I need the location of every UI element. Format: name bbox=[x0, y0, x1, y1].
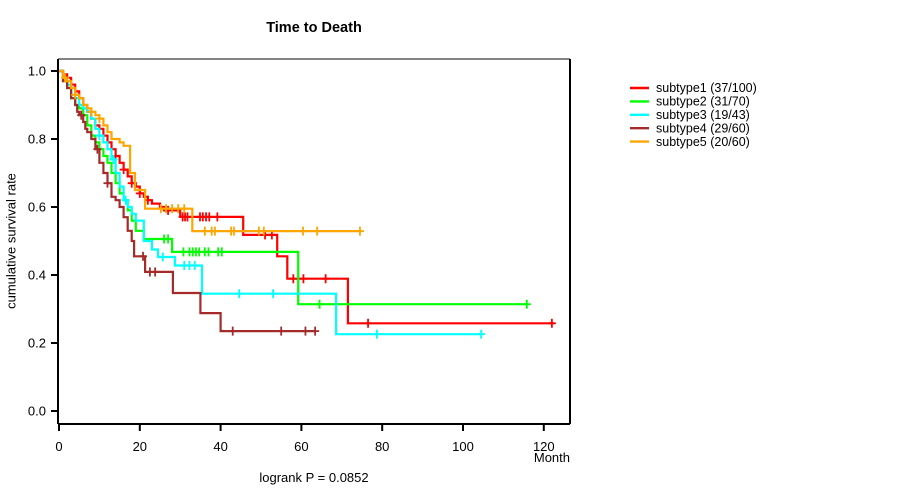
legend-label-subtype1: subtype1 (37/100) bbox=[656, 81, 757, 95]
curve-subtype1 bbox=[59, 69, 554, 325]
x-tick-label: 60 bbox=[294, 439, 308, 454]
x-tick-label: 120 bbox=[533, 439, 555, 454]
legend-label-subtype3: subtype3 (19/43) bbox=[656, 108, 750, 122]
y-tick-label: 0.4 bbox=[28, 268, 46, 283]
x-tick-label: 100 bbox=[452, 439, 474, 454]
y-tick-label: 1.0 bbox=[28, 64, 46, 79]
x-tick-label: 20 bbox=[133, 439, 147, 454]
logrank-p-value: logrank P = 0.0852 bbox=[259, 470, 369, 485]
curve-subtype4 bbox=[59, 69, 316, 333]
y-tick-label: 0.6 bbox=[28, 200, 46, 215]
curve-subtype2 bbox=[59, 69, 528, 306]
x-tick-label: 0 bbox=[55, 439, 62, 454]
y-axis-label: cumulative survival rate bbox=[3, 173, 19, 309]
x-axis-label: Month bbox=[533, 450, 570, 465]
legend-label-subtype2: subtype2 (31/70) bbox=[656, 95, 750, 109]
x-tick-label: 40 bbox=[213, 439, 227, 454]
curve-subtype3 bbox=[59, 69, 484, 336]
y-tick-label: 0.2 bbox=[28, 336, 46, 351]
plot-title: Time to Death bbox=[266, 20, 362, 36]
y-tick-label: 0.8 bbox=[28, 132, 46, 147]
y-tick-label: 0.0 bbox=[28, 404, 46, 419]
legend-label-subtype4: subtype4 (29/60) bbox=[656, 121, 750, 135]
legend-label-subtype5: subtype5 (20/60) bbox=[656, 135, 750, 149]
x-tick-label: 80 bbox=[375, 439, 389, 454]
